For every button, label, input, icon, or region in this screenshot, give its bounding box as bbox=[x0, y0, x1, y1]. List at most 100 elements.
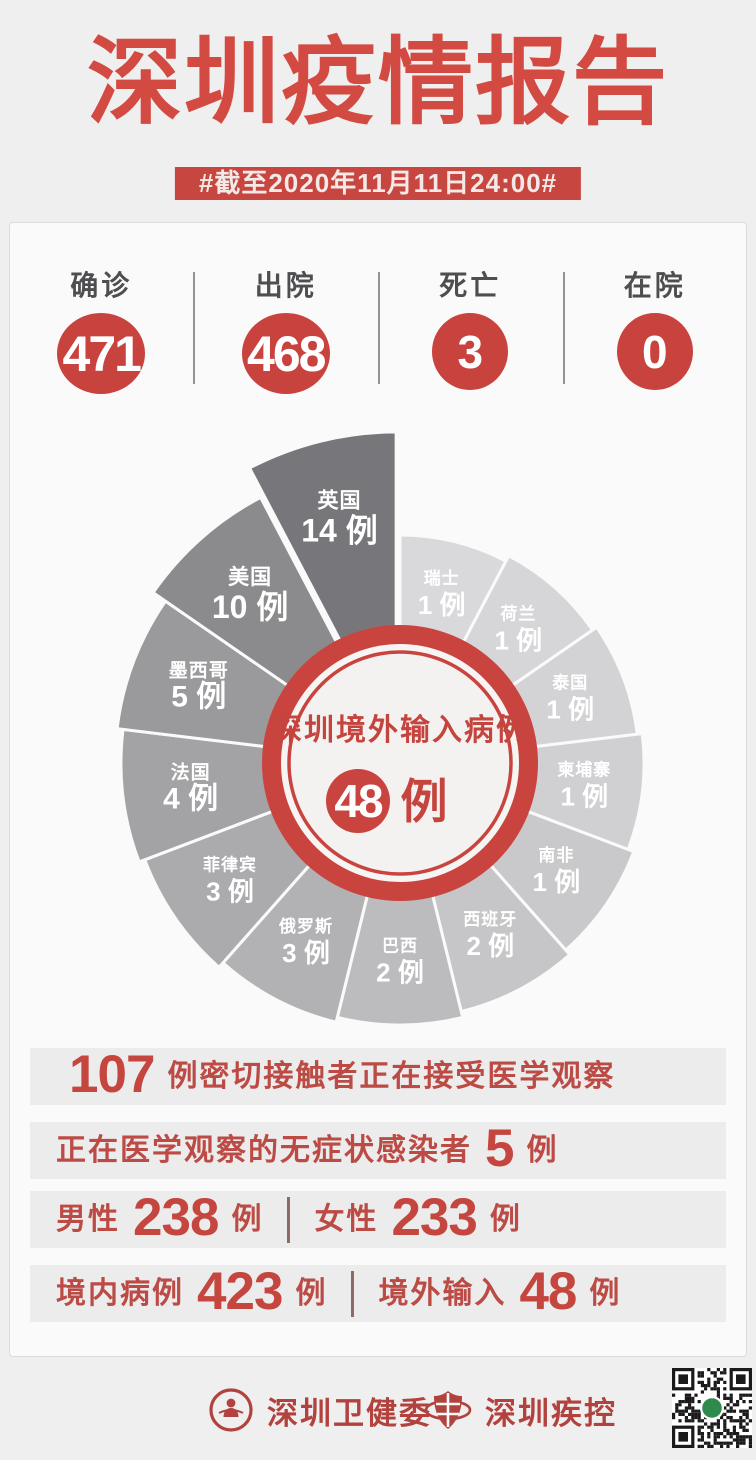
qr-module bbox=[672, 1393, 676, 1397]
slice-value-label: 4 例 bbox=[163, 782, 218, 815]
qr-module bbox=[736, 1444, 740, 1448]
row-number: 423 bbox=[197, 1262, 283, 1321]
qr-module bbox=[710, 1387, 714, 1391]
qr-module bbox=[707, 1444, 711, 1448]
qr-module bbox=[736, 1374, 746, 1384]
qr-module bbox=[732, 1419, 736, 1423]
qr-module bbox=[723, 1422, 727, 1426]
summary-stats-row: 确诊 471 出院 468 死亡 3 在院 0 bbox=[9, 264, 747, 394]
qr-module bbox=[723, 1441, 727, 1445]
qr-module bbox=[739, 1441, 743, 1445]
qr-module bbox=[723, 1419, 727, 1423]
qr-module bbox=[688, 1400, 692, 1404]
qr-module bbox=[704, 1384, 708, 1388]
qr-module bbox=[710, 1422, 714, 1426]
footer-org-label: 深圳疾控 bbox=[485, 1395, 617, 1431]
qr-module bbox=[729, 1406, 733, 1410]
qr-module bbox=[716, 1377, 720, 1381]
qr-module bbox=[729, 1409, 733, 1413]
row-divider bbox=[287, 1196, 291, 1243]
qr-module bbox=[745, 1422, 749, 1426]
qr-module bbox=[742, 1438, 746, 1442]
qr-module bbox=[697, 1409, 701, 1413]
center-unit: 例 bbox=[401, 775, 448, 828]
qr-module bbox=[707, 1368, 711, 1372]
qr-code bbox=[672, 1368, 752, 1448]
qr-module bbox=[697, 1412, 701, 1416]
qr-module bbox=[710, 1428, 714, 1432]
slice-value-label: 1 例 bbox=[546, 694, 594, 724]
qr-module bbox=[710, 1371, 714, 1375]
slice-name-label: 巴西 bbox=[382, 937, 418, 956]
qr-module bbox=[700, 1380, 704, 1384]
center-title: 深圳境外输入病例 bbox=[272, 713, 528, 747]
qr-module bbox=[726, 1432, 730, 1436]
qr-module bbox=[688, 1396, 692, 1400]
qr-module bbox=[700, 1444, 704, 1448]
qr-module bbox=[739, 1438, 743, 1442]
qr-module bbox=[681, 1400, 685, 1404]
qr-module bbox=[678, 1432, 688, 1442]
qr-module bbox=[729, 1435, 733, 1439]
qr-module bbox=[678, 1400, 682, 1404]
qr-module bbox=[700, 1390, 704, 1394]
slice-name-label: 菲律宾 bbox=[203, 854, 257, 874]
qr-module bbox=[739, 1435, 743, 1439]
qr-module bbox=[745, 1412, 749, 1416]
qr-module bbox=[713, 1432, 717, 1436]
qr-module bbox=[713, 1441, 717, 1445]
slice-name-label: 瑞士 bbox=[424, 568, 460, 588]
qr-module bbox=[732, 1409, 736, 1413]
qr-module bbox=[716, 1425, 720, 1429]
slice-name-label: 泰国 bbox=[552, 672, 588, 692]
qr-module bbox=[729, 1396, 733, 1400]
slice-value-label: 3 例 bbox=[206, 876, 254, 906]
qr-module bbox=[697, 1428, 701, 1432]
qr-module bbox=[745, 1416, 749, 1420]
qr-module bbox=[723, 1406, 727, 1410]
qr-module bbox=[726, 1409, 730, 1413]
qr-module bbox=[726, 1441, 730, 1445]
qr-module bbox=[716, 1422, 720, 1426]
row-text: 例 bbox=[295, 1276, 328, 1310]
row-text: 正在医学观察的无症状感染者 bbox=[56, 1133, 472, 1167]
qr-module bbox=[716, 1432, 720, 1436]
stat-在院: 在院 0 bbox=[563, 264, 748, 394]
qr-module bbox=[729, 1419, 733, 1423]
qr-module bbox=[736, 1432, 740, 1436]
slice-value-label: 1 例 bbox=[560, 781, 608, 811]
qr-module bbox=[736, 1419, 740, 1423]
qr-module bbox=[742, 1393, 746, 1397]
asymptomatic-row: 正在医学观察的无症状感染者 5 例 bbox=[30, 1122, 726, 1179]
qr-module bbox=[694, 1409, 698, 1413]
stat-label: 出院 bbox=[254, 270, 317, 301]
qr-module bbox=[723, 1380, 727, 1384]
qr-module bbox=[742, 1400, 746, 1404]
qr-module bbox=[675, 1406, 679, 1410]
qr-module bbox=[729, 1393, 733, 1397]
qr-module bbox=[713, 1380, 717, 1384]
qr-module bbox=[742, 1441, 746, 1445]
qr-module bbox=[736, 1400, 740, 1404]
date-banner: #截至2020年11月11日24:00# bbox=[174, 167, 582, 200]
qr-module bbox=[678, 1419, 682, 1423]
qr-module bbox=[684, 1396, 688, 1400]
qr-module bbox=[678, 1409, 682, 1413]
slice-value-label: 3 例 bbox=[282, 938, 330, 968]
stat-确诊: 确诊 471 bbox=[9, 264, 194, 394]
qr-module bbox=[745, 1428, 749, 1432]
qr-module bbox=[697, 1432, 701, 1436]
qr-module bbox=[723, 1396, 727, 1400]
qr-module bbox=[729, 1432, 733, 1436]
slice-value-label: 1 例 bbox=[418, 590, 466, 620]
qr-module bbox=[688, 1393, 692, 1397]
qr-module bbox=[684, 1393, 688, 1397]
row-number: 5 bbox=[485, 1119, 515, 1178]
qr-module bbox=[681, 1409, 685, 1413]
qr-module bbox=[716, 1380, 720, 1384]
page-title: 深圳疫情报告 bbox=[86, 30, 669, 136]
row-text: 境外输入 bbox=[378, 1276, 507, 1310]
stat-value-circle: 0 bbox=[616, 313, 693, 390]
qr-module bbox=[716, 1435, 720, 1439]
slice-value-label: 1 例 bbox=[533, 867, 581, 897]
